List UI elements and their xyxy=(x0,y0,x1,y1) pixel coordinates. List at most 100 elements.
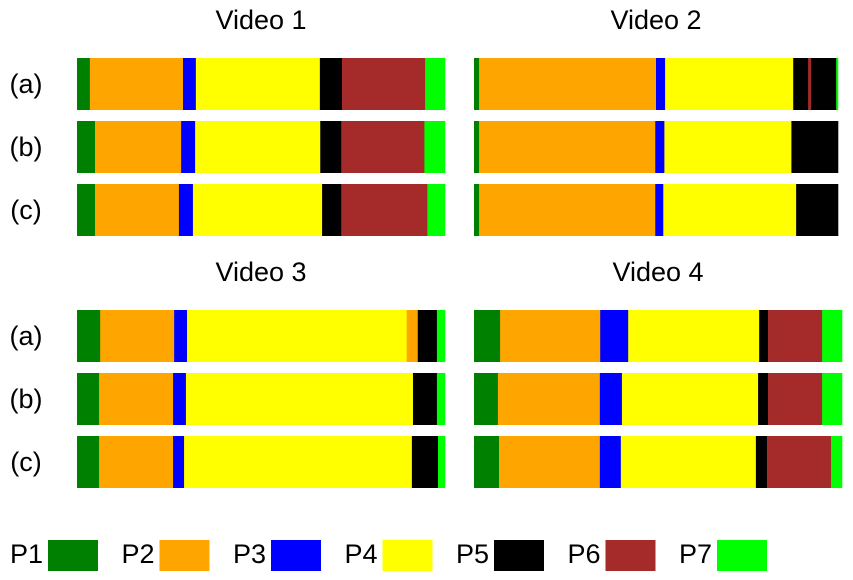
phase-segment xyxy=(758,373,769,425)
legend-label: P5 xyxy=(456,539,489,569)
phase-segment xyxy=(319,58,343,110)
phase-segment xyxy=(95,121,182,173)
phase-segment xyxy=(655,121,665,173)
phase-segment xyxy=(474,121,480,173)
phase-segment xyxy=(411,436,439,488)
phase-segment xyxy=(185,373,414,425)
phase-segment xyxy=(184,436,413,488)
phase-segment xyxy=(621,373,759,425)
phase-segment xyxy=(192,184,323,236)
phase-segment xyxy=(195,58,321,110)
phase-segment xyxy=(663,184,797,236)
phase-segment xyxy=(759,310,769,362)
phase-segment xyxy=(182,58,197,110)
phase-segment xyxy=(425,58,446,110)
phase-segment xyxy=(620,436,757,488)
phase-segment xyxy=(791,121,839,173)
legend-swatch xyxy=(159,540,210,571)
legend-swatch xyxy=(48,540,98,571)
phase-segment xyxy=(796,184,839,236)
legend-label: P4 xyxy=(345,539,378,569)
phase-segment xyxy=(322,184,342,236)
phase-segment xyxy=(766,436,832,488)
phase-segment xyxy=(424,121,446,173)
phase-segment xyxy=(628,310,760,362)
phase-segment xyxy=(474,184,480,236)
phase-segment xyxy=(341,58,426,110)
phase-segment xyxy=(77,310,101,362)
legend-swatch xyxy=(271,540,321,571)
phase-segment xyxy=(822,310,843,362)
phase-segment xyxy=(500,310,601,362)
legend-label: P1 xyxy=(10,539,43,569)
phase-segment xyxy=(99,436,174,488)
phase-segment xyxy=(77,436,100,488)
phase-segment xyxy=(768,373,823,425)
legend-swatch xyxy=(494,540,544,571)
phase-segment xyxy=(599,373,623,425)
legend-swatch xyxy=(717,540,767,571)
legend-swatch xyxy=(382,540,433,571)
phase-segment xyxy=(768,310,823,362)
phase-segment xyxy=(479,58,657,110)
phase-segment xyxy=(438,436,446,488)
phase-segment xyxy=(187,310,408,362)
legend-label: P7 xyxy=(679,539,712,569)
phase-segment xyxy=(99,373,174,425)
video-title: Video 1 xyxy=(215,5,306,35)
phase-segment xyxy=(436,310,446,362)
legend-swatch xyxy=(605,540,656,571)
phase-segment xyxy=(181,121,196,173)
phase-segment xyxy=(656,58,666,110)
row-label: (b) xyxy=(10,132,43,162)
phase-segment xyxy=(755,436,768,488)
phase-segment xyxy=(417,310,438,362)
phase-segment xyxy=(600,310,629,362)
phase-segment xyxy=(479,121,656,173)
phase-segment xyxy=(320,121,342,173)
phase-segment xyxy=(599,436,622,488)
phase-segment xyxy=(474,436,500,488)
phase-segment xyxy=(664,121,792,173)
video-title: Video 2 xyxy=(610,5,701,35)
row-label: (a) xyxy=(10,321,43,351)
phase-segment xyxy=(77,121,96,173)
phase-segment xyxy=(412,373,438,425)
phase-segment xyxy=(474,58,480,110)
phase-segment xyxy=(427,184,446,236)
legend-label: P3 xyxy=(233,539,266,569)
phase-segment xyxy=(341,121,425,173)
phase-segment xyxy=(479,184,656,236)
phase-segment xyxy=(406,310,419,362)
phase-segment xyxy=(436,373,446,425)
phase-segment xyxy=(474,310,501,362)
phase-segment xyxy=(665,58,794,110)
row-label: (b) xyxy=(10,384,43,414)
phase-segment xyxy=(195,121,321,173)
phase-segment xyxy=(173,436,185,488)
phase-segment xyxy=(499,436,601,488)
phase-segment xyxy=(822,373,843,425)
video-title: Video 3 xyxy=(215,257,306,287)
row-label: (a) xyxy=(10,69,43,99)
phase-segment xyxy=(497,373,601,425)
phase-segment xyxy=(89,58,184,110)
phase-segment xyxy=(77,373,100,425)
phase-segment xyxy=(341,184,428,236)
legend-label: P6 xyxy=(568,539,601,569)
phase-segment xyxy=(77,58,91,110)
phase-segment xyxy=(830,436,843,488)
phase-segment xyxy=(100,310,175,362)
phase-segment xyxy=(95,184,180,236)
phase-segment xyxy=(77,184,96,236)
phase-segment xyxy=(173,373,187,425)
phase-segment xyxy=(174,310,188,362)
phase-segment xyxy=(811,58,837,110)
phase-segment xyxy=(793,58,809,110)
video-title: Video 4 xyxy=(612,257,703,287)
row-label: (c) xyxy=(10,447,41,477)
phase-segment xyxy=(836,58,839,110)
phase-segment xyxy=(178,184,194,236)
legend-label: P2 xyxy=(122,539,155,569)
